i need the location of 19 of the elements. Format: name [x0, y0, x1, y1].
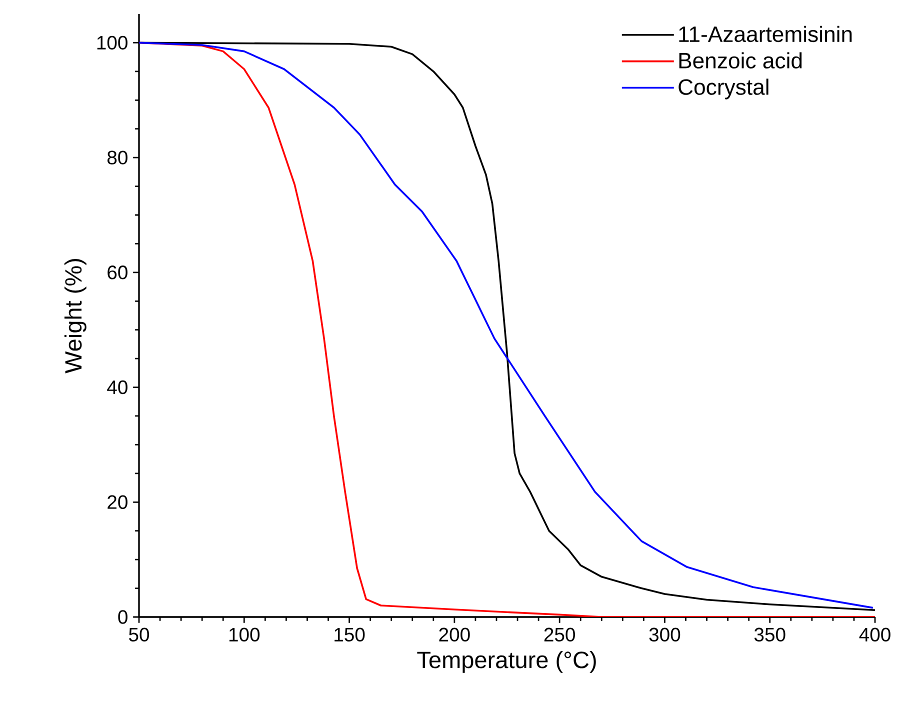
- y-tick-label: 100: [97, 36, 128, 50]
- legend-label: Benzoic acid: [679, 52, 802, 69]
- y-axis-title: Weight (%): [64, 259, 86, 374]
- x-tick-label: 400: [859, 628, 890, 642]
- x-tick-label: 50: [129, 628, 150, 642]
- y-tick-label: 60: [108, 266, 128, 280]
- y-tick-label: 20: [108, 495, 128, 510]
- x-tick-label: 150: [334, 628, 365, 642]
- x-tick-label: 350: [754, 628, 786, 642]
- x-axis-title: Temperature (°C): [417, 651, 596, 673]
- legend-label: 11-Azaartemisinin: [679, 26, 852, 42]
- y-tick-label: 40: [107, 380, 128, 394]
- x-tick-label: 100: [229, 628, 260, 642]
- legend-label: Cocrystal: [678, 78, 768, 100]
- x-tick-label: 200: [439, 628, 470, 642]
- x-tick-label: 300: [649, 628, 680, 642]
- y-tick-label: 80: [108, 150, 128, 164]
- x-tick-label: 250: [544, 628, 575, 642]
- y-tick-label: 0: [118, 610, 128, 624]
